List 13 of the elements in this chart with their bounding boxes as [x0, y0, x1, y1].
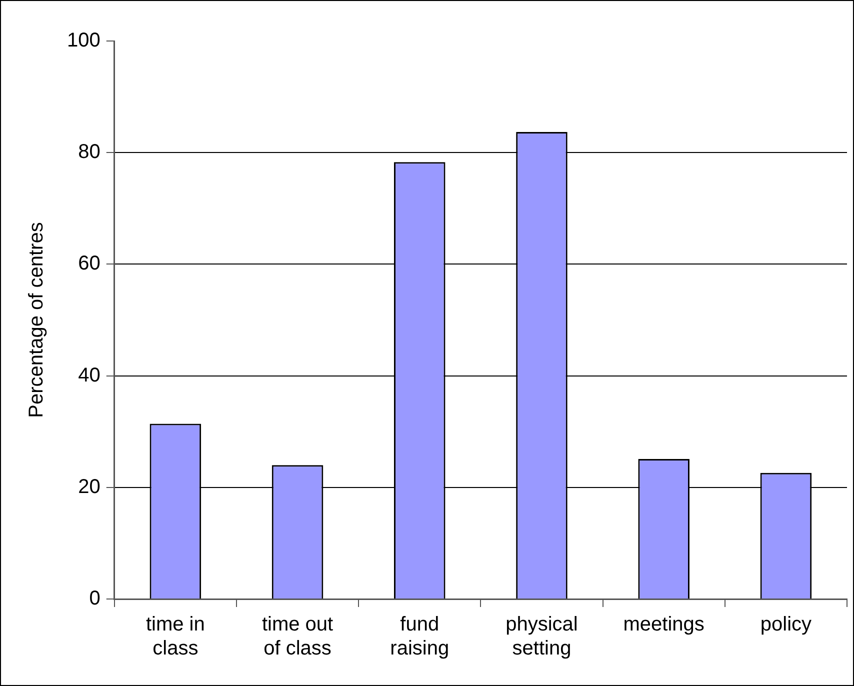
y-tick-label: 60 [78, 252, 100, 275]
y-tick-label: 20 [78, 476, 100, 498]
x-tick-label: time out of class [262, 614, 334, 660]
y-tick-label: 100 [66, 30, 100, 52]
y-tick-label: 40 [78, 364, 100, 386]
y-tick-label: 80 [78, 141, 100, 164]
y-tick-label: 0 [89, 588, 100, 610]
x-tick-label: fund raising [390, 614, 450, 660]
x-tick-label: physical setting [506, 614, 578, 660]
y-axis-title: Percentage of centres [26, 222, 48, 418]
x-tick-label: time in class [146, 614, 205, 660]
x-tick-label: policy [760, 614, 812, 636]
x-tick-label: meetings [623, 614, 704, 636]
